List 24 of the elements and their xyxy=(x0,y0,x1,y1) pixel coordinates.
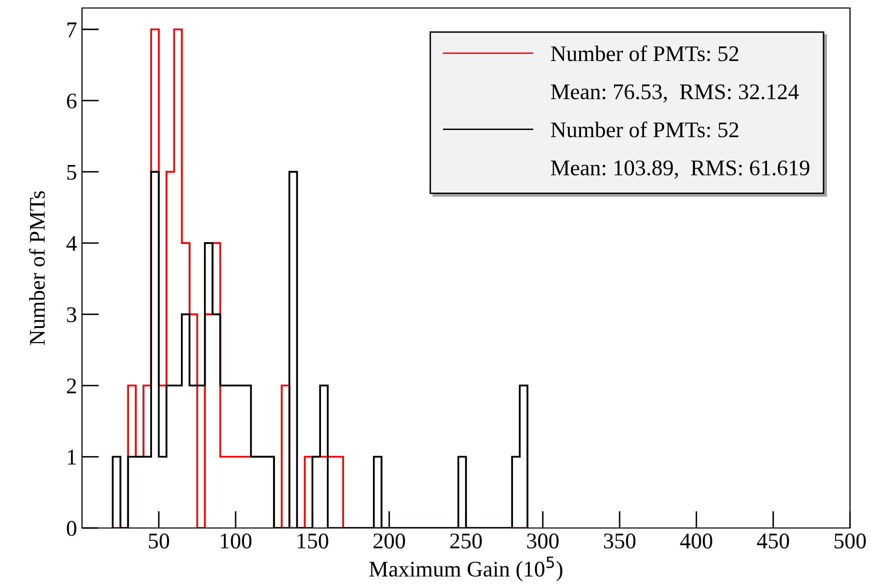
x-tick-label: 500 xyxy=(834,534,866,548)
legend-label: Number of PMTs: 52 xyxy=(550,121,738,138)
y-tick-label: 2 xyxy=(67,378,76,394)
y-tick-label: 0 xyxy=(66,520,76,536)
y-tick-label: 1 xyxy=(68,450,76,464)
y-tick-label: 3 xyxy=(67,307,76,322)
y-tick-label: 6 xyxy=(66,94,76,109)
y-axis-title: Number of PMTs xyxy=(28,191,45,345)
x-tick-label: 450 xyxy=(756,534,790,548)
y-tick-label: 7 xyxy=(67,22,76,38)
x-tick-label: 300 xyxy=(527,534,559,548)
x-tick-label: 250 xyxy=(450,534,482,548)
x-axis-title: Maximum Gain (10$^{5}$) xyxy=(369,556,562,582)
annotation: Mean: 76.53, RMS: 32.124 xyxy=(550,84,799,102)
y-tick-label: 5 xyxy=(67,164,76,180)
x-tick-label: 350 xyxy=(604,534,636,548)
x-tick-label: 50 xyxy=(148,534,170,548)
y-tick-label: 4 xyxy=(66,236,77,251)
x-tick-label: 400 xyxy=(680,534,712,548)
x-tick-label: 200 xyxy=(374,534,406,548)
annotation: Mean: 103.89, RMS: 61.619 xyxy=(550,160,810,179)
x-tick-label: 150 xyxy=(298,534,328,548)
x-tick-label: 100 xyxy=(220,534,252,548)
legend-label: Number of PMTs: 52 xyxy=(550,45,738,62)
